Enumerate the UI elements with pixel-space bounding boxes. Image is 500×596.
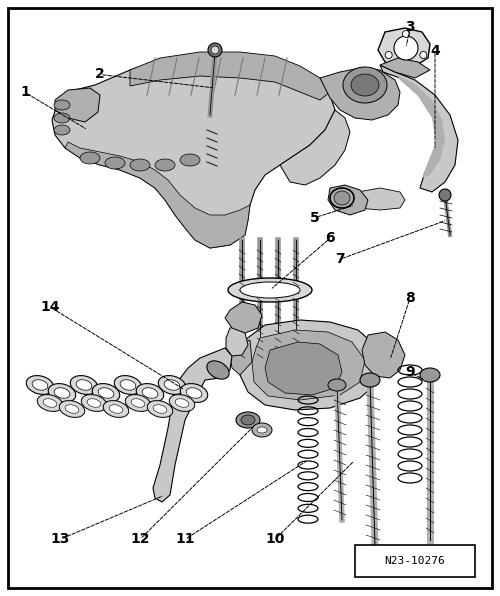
Ellipse shape bbox=[240, 282, 300, 298]
Text: 3: 3 bbox=[405, 20, 415, 34]
Ellipse shape bbox=[334, 191, 350, 205]
Ellipse shape bbox=[252, 423, 272, 437]
Ellipse shape bbox=[60, 401, 84, 417]
Polygon shape bbox=[362, 332, 405, 378]
Ellipse shape bbox=[48, 384, 76, 402]
Polygon shape bbox=[397, 75, 445, 178]
Text: 9: 9 bbox=[405, 365, 415, 380]
Text: 7: 7 bbox=[335, 252, 345, 266]
Ellipse shape bbox=[65, 405, 79, 413]
Text: 12: 12 bbox=[130, 532, 150, 547]
Polygon shape bbox=[240, 320, 380, 410]
Text: 13: 13 bbox=[50, 532, 70, 547]
Ellipse shape bbox=[211, 46, 219, 54]
Polygon shape bbox=[226, 326, 248, 356]
Polygon shape bbox=[52, 55, 335, 248]
Ellipse shape bbox=[54, 100, 70, 110]
Bar bbox=[355, 545, 475, 577]
Text: 4: 4 bbox=[430, 44, 440, 58]
Text: 8: 8 bbox=[405, 291, 415, 305]
Ellipse shape bbox=[92, 384, 120, 402]
Polygon shape bbox=[55, 88, 100, 122]
Ellipse shape bbox=[186, 388, 202, 398]
Ellipse shape bbox=[180, 154, 200, 166]
Ellipse shape bbox=[351, 74, 379, 96]
Ellipse shape bbox=[32, 380, 48, 390]
Ellipse shape bbox=[257, 427, 267, 433]
Text: 6: 6 bbox=[325, 231, 335, 246]
Ellipse shape bbox=[170, 395, 194, 411]
Circle shape bbox=[394, 36, 418, 60]
Text: 2: 2 bbox=[95, 67, 105, 82]
Ellipse shape bbox=[175, 399, 189, 407]
Ellipse shape bbox=[158, 375, 186, 395]
Ellipse shape bbox=[54, 388, 70, 398]
Ellipse shape bbox=[142, 388, 158, 398]
Text: 14: 14 bbox=[40, 300, 60, 314]
Polygon shape bbox=[153, 348, 232, 502]
Ellipse shape bbox=[130, 159, 150, 171]
Ellipse shape bbox=[236, 412, 260, 428]
Ellipse shape bbox=[87, 399, 101, 407]
Ellipse shape bbox=[420, 368, 440, 382]
Ellipse shape bbox=[120, 380, 136, 390]
Ellipse shape bbox=[126, 395, 150, 411]
Ellipse shape bbox=[38, 395, 62, 411]
Ellipse shape bbox=[104, 401, 128, 417]
Ellipse shape bbox=[109, 405, 123, 413]
Ellipse shape bbox=[228, 278, 312, 302]
Ellipse shape bbox=[82, 395, 106, 411]
Ellipse shape bbox=[360, 373, 380, 387]
Text: 1: 1 bbox=[20, 85, 30, 100]
Ellipse shape bbox=[114, 375, 141, 395]
Ellipse shape bbox=[180, 384, 208, 402]
Text: N23-10276: N23-10276 bbox=[384, 556, 446, 566]
Ellipse shape bbox=[208, 43, 222, 57]
Ellipse shape bbox=[70, 375, 98, 395]
Ellipse shape bbox=[54, 113, 70, 123]
Circle shape bbox=[402, 30, 409, 38]
Circle shape bbox=[420, 51, 427, 58]
Polygon shape bbox=[65, 142, 250, 248]
Ellipse shape bbox=[54, 125, 70, 135]
Polygon shape bbox=[280, 110, 350, 185]
Ellipse shape bbox=[43, 399, 57, 407]
Ellipse shape bbox=[155, 159, 175, 171]
Polygon shape bbox=[225, 302, 262, 333]
Ellipse shape bbox=[26, 375, 54, 395]
Ellipse shape bbox=[164, 380, 180, 390]
Ellipse shape bbox=[105, 157, 125, 169]
Ellipse shape bbox=[153, 405, 167, 413]
Ellipse shape bbox=[98, 388, 114, 398]
Circle shape bbox=[385, 51, 392, 58]
Polygon shape bbox=[252, 330, 365, 400]
Ellipse shape bbox=[343, 67, 387, 103]
Polygon shape bbox=[380, 65, 458, 192]
Text: 5: 5 bbox=[310, 210, 320, 225]
Polygon shape bbox=[328, 185, 368, 215]
Ellipse shape bbox=[148, 401, 172, 417]
Polygon shape bbox=[230, 340, 252, 375]
Ellipse shape bbox=[80, 152, 100, 164]
Polygon shape bbox=[320, 68, 400, 120]
Ellipse shape bbox=[439, 189, 451, 201]
Polygon shape bbox=[130, 52, 330, 100]
Ellipse shape bbox=[241, 415, 255, 425]
Polygon shape bbox=[380, 58, 430, 78]
Ellipse shape bbox=[76, 380, 92, 390]
Ellipse shape bbox=[207, 361, 229, 379]
Polygon shape bbox=[358, 188, 405, 210]
Text: 10: 10 bbox=[266, 532, 284, 547]
Ellipse shape bbox=[131, 399, 145, 407]
Ellipse shape bbox=[136, 384, 164, 402]
Ellipse shape bbox=[328, 379, 346, 391]
Polygon shape bbox=[378, 28, 430, 68]
Text: 11: 11 bbox=[176, 532, 195, 547]
Polygon shape bbox=[265, 342, 342, 395]
